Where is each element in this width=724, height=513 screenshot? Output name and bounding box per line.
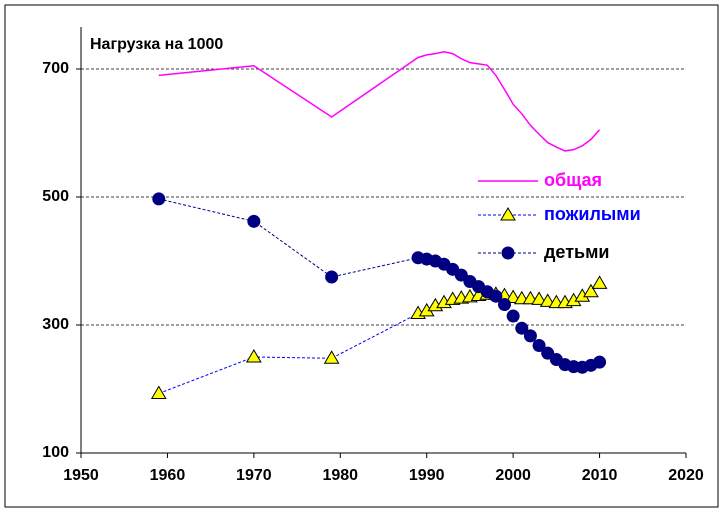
legend-marker: [501, 246, 515, 260]
x-tick-label: 1980: [322, 467, 358, 484]
legend-label: общая: [544, 170, 602, 190]
point: [531, 291, 547, 305]
point: [532, 338, 546, 352]
point: [152, 192, 166, 206]
point: [539, 293, 556, 307]
point: [523, 329, 537, 343]
series-line: [158, 50, 601, 152]
point: [583, 283, 599, 298]
x-tick-label: 2000: [495, 467, 531, 484]
x-tick-label: 1950: [63, 467, 99, 484]
point: [506, 309, 520, 323]
y-tick-label: 100: [42, 444, 69, 461]
x-tick-label: 2020: [668, 467, 704, 484]
chart-title: Нагрузка на 1000: [90, 36, 223, 53]
point: [323, 350, 340, 364]
legend-marker: [500, 207, 516, 221]
x-tick-label: 1990: [409, 467, 445, 484]
point: [489, 289, 503, 303]
point: [247, 214, 261, 228]
point: [541, 346, 555, 360]
point: [498, 298, 511, 312]
point: [505, 289, 522, 303]
x-tick-label: 1960: [150, 467, 186, 484]
y-tick-label: 700: [42, 60, 69, 77]
y-tick-label: 300: [42, 316, 69, 333]
x-tick-label: 2010: [582, 467, 618, 484]
legend-label: пожилыми: [544, 204, 641, 224]
point: [150, 385, 167, 399]
point: [515, 321, 529, 335]
legend-label: детьми: [544, 242, 609, 262]
x-tick-label: 1970: [236, 467, 272, 484]
point: [591, 275, 608, 289]
point: [593, 355, 607, 369]
y-tick-label: 500: [42, 188, 69, 205]
point: [245, 349, 262, 363]
chart-frame: [4, 4, 719, 508]
point: [325, 270, 339, 284]
point: [454, 268, 468, 282]
